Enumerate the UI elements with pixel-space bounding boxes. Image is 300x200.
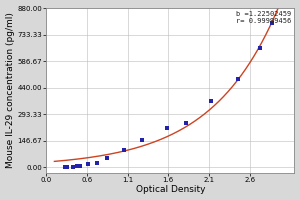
Point bbox=[65, 165, 70, 169]
Point bbox=[121, 148, 126, 152]
Point bbox=[105, 156, 110, 160]
Point bbox=[71, 165, 76, 169]
Point bbox=[140, 139, 145, 142]
Point bbox=[270, 21, 275, 24]
Point bbox=[164, 127, 169, 130]
Point bbox=[258, 46, 263, 49]
Point bbox=[63, 165, 68, 169]
Point bbox=[78, 164, 83, 167]
X-axis label: Optical Density: Optical Density bbox=[136, 185, 205, 194]
Point bbox=[184, 121, 189, 124]
Text: b =1.22502459
r= 0.99999456: b =1.22502459 r= 0.99999456 bbox=[236, 11, 292, 24]
Y-axis label: Mouse IL-29 concentration (pg/ml): Mouse IL-29 concentration (pg/ml) bbox=[6, 12, 15, 168]
Point bbox=[208, 100, 213, 103]
Point bbox=[75, 165, 80, 168]
Point bbox=[85, 163, 90, 166]
Point bbox=[236, 78, 241, 81]
Point bbox=[94, 161, 99, 164]
